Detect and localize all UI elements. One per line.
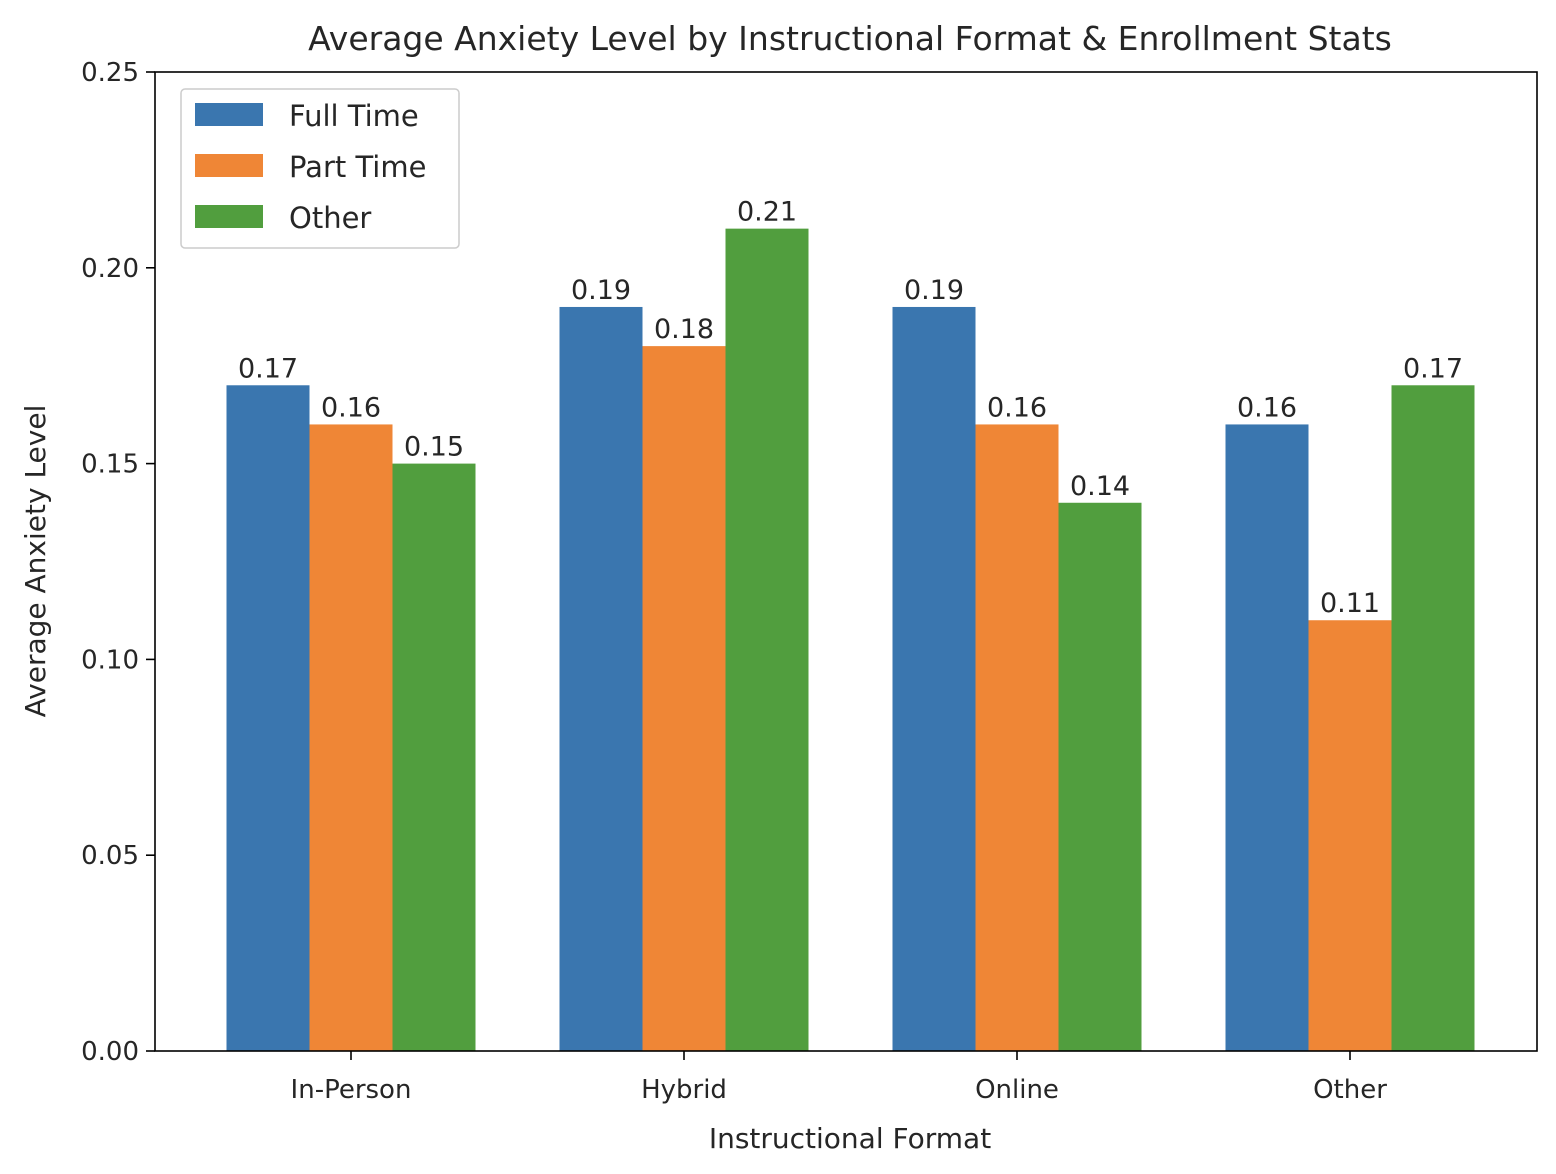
x-tick-label: Other xyxy=(1313,1075,1387,1105)
bar-hybrid-part-time xyxy=(642,346,726,1051)
chart-title: Average Anxiety Level by Instructional F… xyxy=(308,19,1392,58)
bar-in-person-other xyxy=(392,463,476,1052)
plot-frame xyxy=(154,71,1538,1052)
data-label: 0.11 xyxy=(1320,588,1380,619)
x-tick-label: In-Person xyxy=(291,1075,412,1105)
data-label: 0.14 xyxy=(1070,471,1130,502)
bar-in-person-full-time xyxy=(226,385,310,1051)
bar-other-part-time xyxy=(1308,620,1392,1051)
legend-label: Other xyxy=(289,201,371,235)
data-label: 0.17 xyxy=(1403,353,1463,384)
bars-layer xyxy=(226,228,1475,1052)
bar-in-person-part-time xyxy=(309,424,393,1051)
data-label: 0.18 xyxy=(654,314,714,345)
data-label: 0.16 xyxy=(321,392,381,423)
y-tick-label: 0.15 xyxy=(81,450,139,480)
bar-online-other xyxy=(1058,502,1142,1051)
y-tick-label: 0.10 xyxy=(81,645,139,675)
x-axis-title: Instructional Format xyxy=(709,1122,991,1155)
bar-online-full-time xyxy=(892,306,976,1052)
data-label: 0.19 xyxy=(904,275,964,306)
legend-label: Part Time xyxy=(289,150,426,184)
bar-hybrid-other xyxy=(725,228,809,1051)
data-label: 0.16 xyxy=(1237,392,1297,423)
legend-swatch xyxy=(195,103,263,126)
y-tick-label: 0.00 xyxy=(81,1037,139,1067)
legend-swatch xyxy=(195,154,263,177)
legend-swatch xyxy=(195,205,263,228)
legend: Full Time Part Time Other xyxy=(180,88,460,249)
y-axis-title: Average Anxiety Level xyxy=(19,405,52,718)
bar-online-part-time xyxy=(975,424,1059,1051)
data-label: 0.16 xyxy=(987,392,1047,423)
y-tick-label: 0.25 xyxy=(81,58,139,88)
data-label: 0.17 xyxy=(238,353,298,384)
legend-label: Full Time xyxy=(289,99,419,133)
data-label: 0.19 xyxy=(571,275,631,306)
y-axis: 0.00 0.05 0.10 0.15 0.20 0.25 xyxy=(81,58,155,1067)
data-labels-layer: 0.17 0.16 0.15 0.19 0.18 0.21 0.19 0.16 0.14 0.16… xyxy=(238,197,1463,620)
x-tick-label: Hybrid xyxy=(641,1075,727,1105)
x-axis: In-Person Hybrid Online Other xyxy=(291,1051,1387,1105)
y-tick-label: 0.20 xyxy=(81,254,139,284)
y-tick-label: 0.05 xyxy=(81,841,139,871)
bar-other-full-time xyxy=(1225,424,1309,1051)
data-label: 0.21 xyxy=(737,197,797,228)
data-label: 0.15 xyxy=(404,432,464,463)
bar-hybrid-full-time xyxy=(559,306,643,1052)
bar-other-other xyxy=(1391,385,1475,1051)
x-tick-label: Online xyxy=(975,1075,1059,1105)
